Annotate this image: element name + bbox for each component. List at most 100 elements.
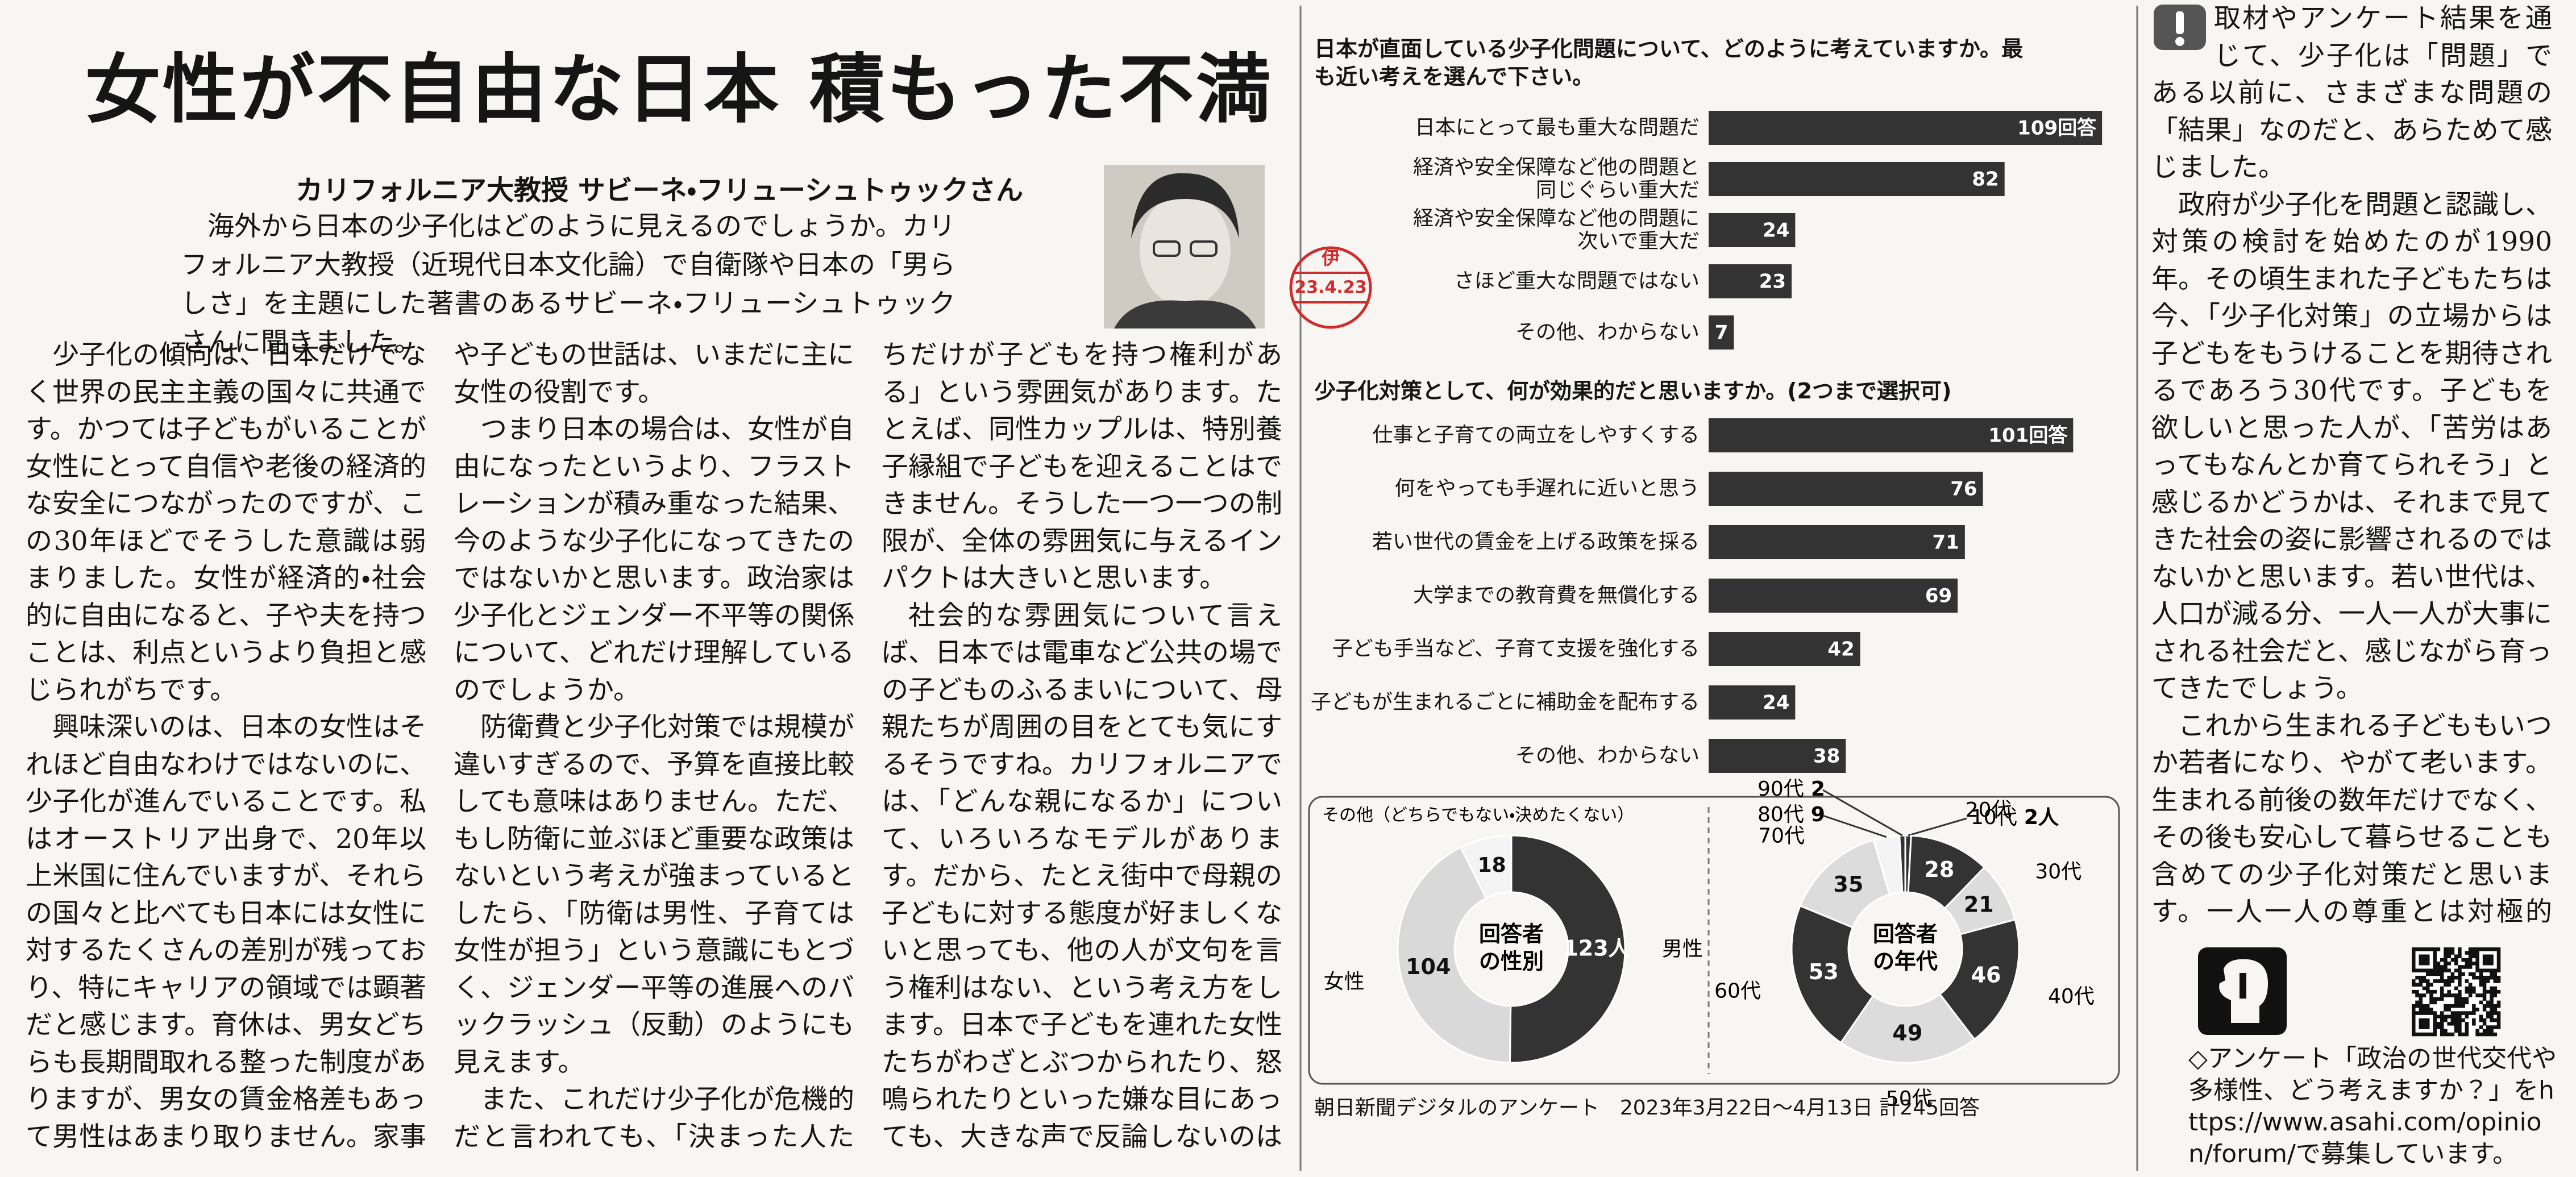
qr-module (2412, 989, 2416, 994)
qr-module (2440, 1022, 2444, 1026)
qr-module (2482, 961, 2487, 966)
qr-module (2412, 965, 2416, 969)
bar-value-label: 71 (1933, 531, 1959, 554)
qr-module (2444, 993, 2448, 997)
bar-value-label: 24 (1763, 692, 1789, 714)
qr-module (2440, 989, 2444, 994)
qr-module (2412, 947, 2416, 951)
qr-module (2479, 1018, 2483, 1022)
bar-category-label: さほど重大な問題ではない (1453, 269, 1700, 293)
bar-category-label: その他、わからない (1515, 743, 1700, 767)
qr-module (2429, 983, 2433, 987)
qr-module (2493, 989, 2498, 994)
qr-module (2425, 986, 2430, 991)
donut-category-name: その他（どちらでもない・決めたくない） (1322, 805, 1634, 825)
qr-module (2436, 1022, 2441, 1026)
qr-module (2433, 972, 2437, 976)
qr-module (2496, 1004, 2501, 1008)
qr-module (2461, 972, 2465, 976)
qr-module (2425, 1018, 2430, 1022)
qr-module (2440, 1025, 2444, 1029)
qr-module (2472, 1004, 2476, 1008)
donut-slice (1938, 918, 2020, 1041)
qr-module (2454, 993, 2458, 997)
qr-module (2482, 958, 2487, 962)
qr-module (2461, 965, 2465, 969)
qr-module (2486, 979, 2490, 983)
qr-module (2433, 958, 2437, 962)
qr-module (2486, 1029, 2490, 1033)
qr-module (2415, 947, 2419, 951)
qr-module (2465, 979, 2469, 983)
qr-module (2440, 968, 2444, 972)
qr-module (2447, 954, 2451, 959)
sidebar-paragraph: 政府が少子化を問題と認識し、対策の検討を始めたのが1990年。その頃生まれた子ど… (2151, 189, 2552, 705)
bar-category-label: 子ども手当など、子育て支援を強化する (1332, 637, 1700, 660)
qr-module (2444, 979, 2448, 983)
bar (1709, 685, 1796, 719)
donut-center-label: 回答者 (1479, 922, 1544, 947)
qr-module (2472, 947, 2476, 951)
qr-module (2440, 1014, 2444, 1019)
qr-module (2458, 968, 2462, 972)
qr-module (2482, 1018, 2487, 1022)
qr-module (2490, 975, 2494, 980)
qr-module (2458, 1022, 2462, 1026)
qr-module (2472, 961, 2476, 966)
qr-module (2479, 968, 2483, 972)
qr-module (2433, 951, 2437, 955)
qr-module (2490, 1008, 2494, 1012)
qr-module (2472, 1011, 2476, 1015)
qr-module (2468, 951, 2473, 955)
qr-module (2440, 993, 2444, 997)
qr-module (2436, 961, 2441, 966)
qr-module (2429, 1032, 2433, 1037)
qr-module (2450, 979, 2455, 983)
qr-module (2422, 1008, 2427, 1012)
qr-module (2454, 1011, 2458, 1015)
donut-category-label: その他（どちらでもない・決めたくない） (1322, 805, 1634, 825)
qr-module (2486, 961, 2490, 966)
qr-module (2472, 989, 2476, 994)
qr-module (2472, 1018, 2476, 1022)
qr-module (2444, 1018, 2448, 1022)
donut-category-name: 10代 (1971, 806, 2017, 829)
bar-category-label: 経済や安全保障など他の問題と同じぐらい重大だ (1413, 155, 1700, 202)
qr-module (2412, 951, 2416, 955)
qr-module (2454, 1018, 2458, 1022)
body-paragraph: また、これだけ少子化が危機的だと言われても、「決まった人たちだけが子どもを持つ権… (454, 339, 1282, 1153)
qr-module (2472, 972, 2476, 976)
qr-module (2419, 961, 2423, 966)
qr-module (2412, 1029, 2416, 1033)
qr-module (2433, 1029, 2437, 1033)
qr-module (2450, 951, 2455, 955)
qr-module (2422, 961, 2427, 966)
qr-module (2422, 979, 2427, 983)
qr-module (2482, 986, 2487, 991)
qr-module (2447, 993, 2451, 997)
qr-module (2436, 979, 2441, 983)
qr-module (2444, 983, 2448, 987)
qr-module (2415, 1000, 2419, 1005)
donut-category-label: 40代 (2048, 985, 2095, 1008)
qr-module (2461, 997, 2465, 1001)
qr-module (2490, 947, 2494, 951)
qr-module (2422, 975, 2427, 980)
qr-module (2496, 954, 2501, 959)
qr-module (2415, 968, 2419, 972)
bar-category-label: 経済や安全保障など他の問題に次いで重大だ (1413, 206, 1700, 253)
qr-module (2475, 954, 2479, 959)
qr-module (2450, 1022, 2455, 1026)
qr-module (2482, 979, 2487, 983)
bar-value-label: 23 (1759, 271, 1786, 293)
qr-module (2490, 968, 2494, 972)
qr-module (2493, 972, 2498, 976)
qr-module (2465, 1011, 2469, 1015)
qr-module (2444, 951, 2448, 955)
qr-module (2440, 1018, 2444, 1022)
qr-module (2458, 1029, 2462, 1033)
qr-module (2493, 947, 2498, 951)
donut-category-label: 20代 (1966, 798, 2012, 822)
qr-module (2454, 968, 2458, 972)
qr-module (2496, 979, 2501, 983)
